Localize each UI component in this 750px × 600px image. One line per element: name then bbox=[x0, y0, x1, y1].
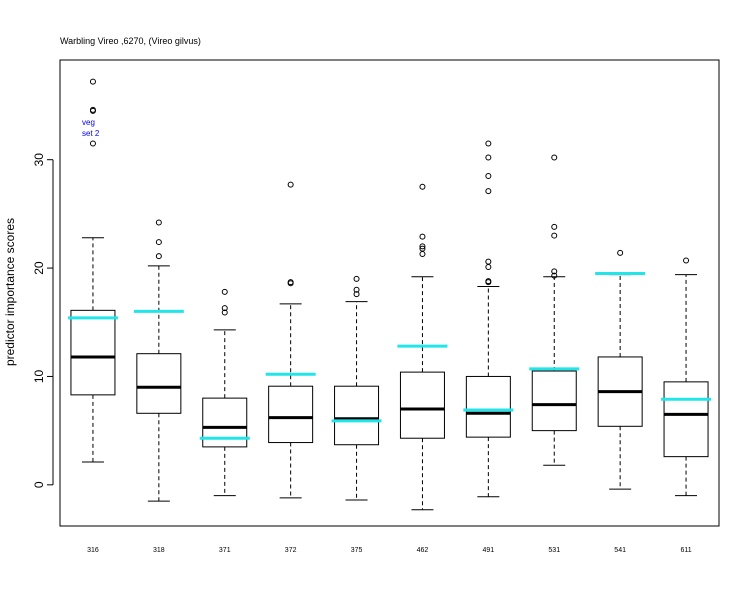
boxes bbox=[70, 78, 709, 511]
x-tick-label: 541 bbox=[614, 547, 626, 554]
box-group bbox=[268, 181, 314, 499]
y-tick-label: 10 bbox=[32, 369, 46, 383]
annotation-set: set 2 bbox=[82, 129, 100, 138]
outlier-point bbox=[419, 250, 426, 257]
outlier-point bbox=[485, 172, 492, 179]
box-group bbox=[465, 140, 511, 498]
outlier-point bbox=[287, 181, 294, 188]
box-iqr bbox=[136, 353, 182, 414]
outlier-point bbox=[287, 279, 294, 286]
outlier-point bbox=[155, 253, 162, 260]
outlier-point bbox=[419, 243, 426, 250]
y-axis-label: predictor importance scores bbox=[3, 218, 17, 366]
box-iqr bbox=[268, 385, 314, 444]
outlier-point bbox=[551, 272, 558, 279]
box-group bbox=[597, 249, 643, 490]
outlier-point bbox=[155, 239, 162, 246]
reference-lines bbox=[67, 271, 712, 440]
outlier-point bbox=[419, 245, 426, 252]
box-group bbox=[70, 78, 116, 463]
box-iqr bbox=[399, 371, 445, 439]
outlier-point bbox=[419, 183, 426, 190]
outlier-point bbox=[419, 233, 426, 240]
outlier-point bbox=[551, 232, 558, 239]
box-group bbox=[334, 275, 380, 501]
outlier-point bbox=[551, 223, 558, 230]
outlier-point bbox=[683, 257, 690, 264]
outlier-point bbox=[485, 154, 492, 161]
box-group bbox=[136, 219, 182, 502]
x-tick-label: 318 bbox=[153, 547, 165, 554]
x-tick-label: 531 bbox=[548, 547, 560, 554]
box-group bbox=[202, 288, 248, 497]
outlier-point bbox=[89, 140, 96, 147]
box-iqr bbox=[70, 309, 116, 396]
outlier-point bbox=[89, 106, 96, 113]
chart-title: Warbling Vireo ,6270, (Vireo gilvus) bbox=[60, 36, 201, 46]
x-tick-label: 372 bbox=[285, 547, 297, 554]
outlier-point bbox=[353, 286, 360, 293]
x-axis: 316 318 371 372 375 462 491 531 541 611 bbox=[87, 547, 692, 554]
outlier-point bbox=[485, 188, 492, 195]
outlier-point bbox=[485, 263, 492, 270]
x-tick-label: 611 bbox=[680, 547, 691, 554]
outlier-point bbox=[551, 268, 558, 275]
y-tick-label: 30 bbox=[32, 153, 46, 167]
outlier-point bbox=[485, 140, 492, 147]
outlier-point bbox=[551, 154, 558, 161]
outlier-point bbox=[221, 305, 228, 312]
outlier-point bbox=[155, 219, 162, 226]
x-tick-label: 462 bbox=[417, 547, 429, 554]
box-group bbox=[531, 154, 577, 466]
box-iqr bbox=[531, 370, 577, 432]
y-axis: 0 10 20 30 bbox=[32, 153, 54, 488]
outlier-point bbox=[353, 275, 360, 282]
box-iqr bbox=[465, 375, 511, 438]
x-tick-label: 371 bbox=[219, 547, 231, 554]
y-tick-label: 20 bbox=[32, 261, 46, 275]
outlier-point bbox=[221, 309, 228, 316]
outlier-point bbox=[485, 258, 492, 265]
outlier-point bbox=[89, 78, 96, 85]
outlier-point bbox=[353, 291, 360, 298]
plot-frame bbox=[59, 59, 720, 527]
x-tick-label: 491 bbox=[483, 547, 495, 554]
box-iqr bbox=[663, 381, 709, 458]
outlier-point bbox=[485, 278, 492, 285]
outlier-point bbox=[617, 249, 624, 256]
x-tick-label: 316 bbox=[87, 547, 99, 554]
x-tick-label: 375 bbox=[351, 547, 363, 554]
y-tick-label: 0 bbox=[32, 481, 46, 488]
box-group bbox=[663, 257, 709, 497]
annotation-veg: veg bbox=[82, 118, 95, 127]
box-iqr bbox=[334, 385, 380, 446]
box-group bbox=[399, 183, 445, 511]
outlier-point bbox=[221, 288, 228, 295]
